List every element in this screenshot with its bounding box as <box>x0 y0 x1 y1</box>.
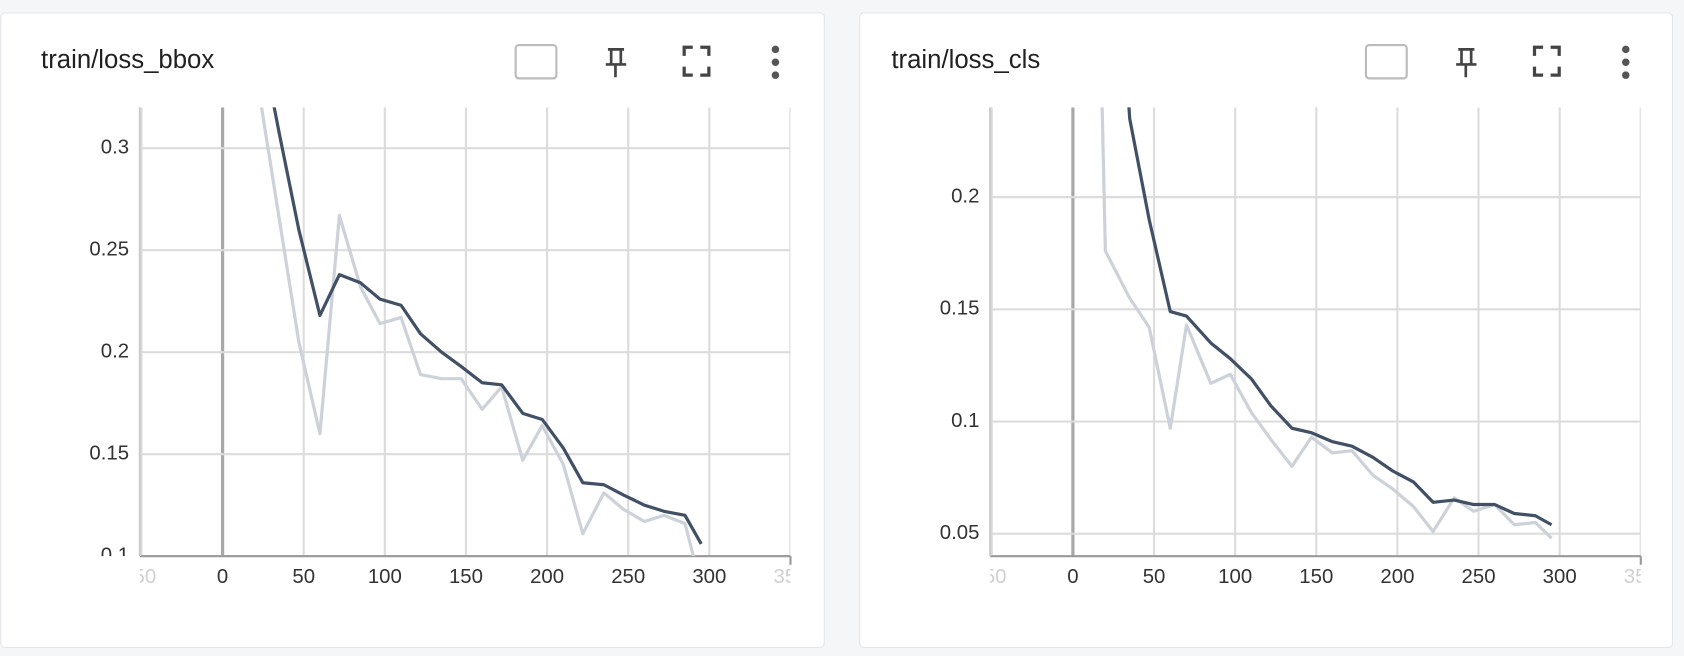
series-line <box>259 107 696 557</box>
y-tick-label: 0.2 <box>101 341 129 363</box>
y-tick-label: 0.25 <box>89 239 129 261</box>
y-tick-label: 0.15 <box>89 443 129 465</box>
card-bg <box>859 12 1674 648</box>
menu-icon[interactable] <box>771 45 780 79</box>
y-tick-labels: 0.1 0.15 0.2 0.25 0.3 <box>89 137 129 567</box>
x-tick-labels: -50 0 50 100 150 200 250 300 350 <box>127 566 807 588</box>
y-tick-label: 0.05 <box>940 522 980 544</box>
card-title: train/loss_cls <box>891 46 1040 74</box>
series-line <box>1127 107 1553 527</box>
icons <box>514 44 780 80</box>
y-tick-label: 0.1 <box>101 545 129 567</box>
card-title: train/loss_bbox <box>41 46 214 74</box>
x-tick-label: 0 <box>217 566 228 588</box>
x-tick-label: 50 <box>292 566 315 588</box>
x-tick-label: 300 <box>692 566 726 588</box>
x-tick-label: -50 <box>127 566 156 588</box>
fullscreen-icon[interactable] <box>682 45 711 77</box>
x-tick-label: 200 <box>1380 566 1414 588</box>
grid <box>139 107 791 557</box>
x-tick-label: 300 <box>1543 566 1577 588</box>
card: train/loss_cls -50 0 50 100 150 200 250 300 350 0… <box>859 12 1674 648</box>
x-tick-label: 150 <box>449 566 483 588</box>
x-tick-label: 50 <box>1143 566 1166 588</box>
y-tick-labels: 0.05 0.1 0.15 0.2 <box>940 186 980 545</box>
x-tick-label: 250 <box>611 566 645 588</box>
fit-icon[interactable] <box>1364 44 1408 80</box>
plot-area <box>1100 107 1553 540</box>
fullscreen-icon[interactable] <box>1532 45 1561 77</box>
x-tick-label: 200 <box>530 566 564 588</box>
x-tick-labels: -50 0 50 100 150 200 250 300 350 <box>977 566 1658 588</box>
pin-icon[interactable] <box>1456 48 1477 78</box>
plot-area <box>259 107 703 557</box>
series-line <box>1100 107 1553 540</box>
y-tick-label: 0.1 <box>951 410 979 432</box>
pin-icon[interactable] <box>605 48 627 78</box>
fit-icon[interactable] <box>514 44 558 80</box>
menu-icon[interactable] <box>1622 45 1630 79</box>
x-tick-label: 0 <box>1067 566 1078 588</box>
x-tick-label: -50 <box>977 566 1006 588</box>
x-tick-label: 350 <box>773 566 807 588</box>
icons <box>1364 44 1630 80</box>
x-tick-label: 100 <box>1218 566 1252 588</box>
grid <box>990 107 1641 557</box>
x-tick-label: 150 <box>1299 566 1333 588</box>
x-tick-label: 100 <box>368 566 402 588</box>
x-tick-label: 350 <box>1624 566 1658 588</box>
y-tick-label: 0.15 <box>940 298 980 320</box>
series-line <box>272 107 703 545</box>
y-tick-label: 0.3 <box>101 137 129 159</box>
card: train/loss_bbox -50 0 50 100 150 200 250 300 350… <box>0 12 825 648</box>
x-tick-label: 250 <box>1462 566 1496 588</box>
y-tick-label: 0.2 <box>951 186 979 208</box>
card-bg <box>0 12 825 648</box>
